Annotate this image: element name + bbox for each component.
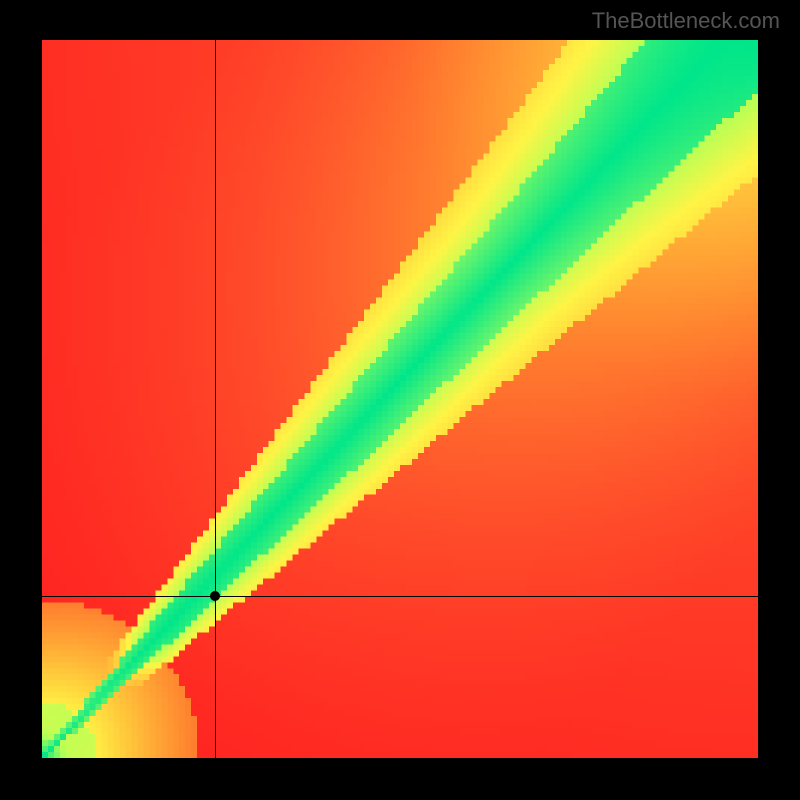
bottleneck-heatmap: [42, 40, 758, 758]
crosshair-vertical: [215, 40, 216, 758]
watermark-text: TheBottleneck.com: [592, 8, 780, 34]
crosshair-marker: [210, 591, 220, 601]
crosshair-horizontal: [42, 596, 758, 597]
heatmap-canvas: [42, 40, 758, 758]
